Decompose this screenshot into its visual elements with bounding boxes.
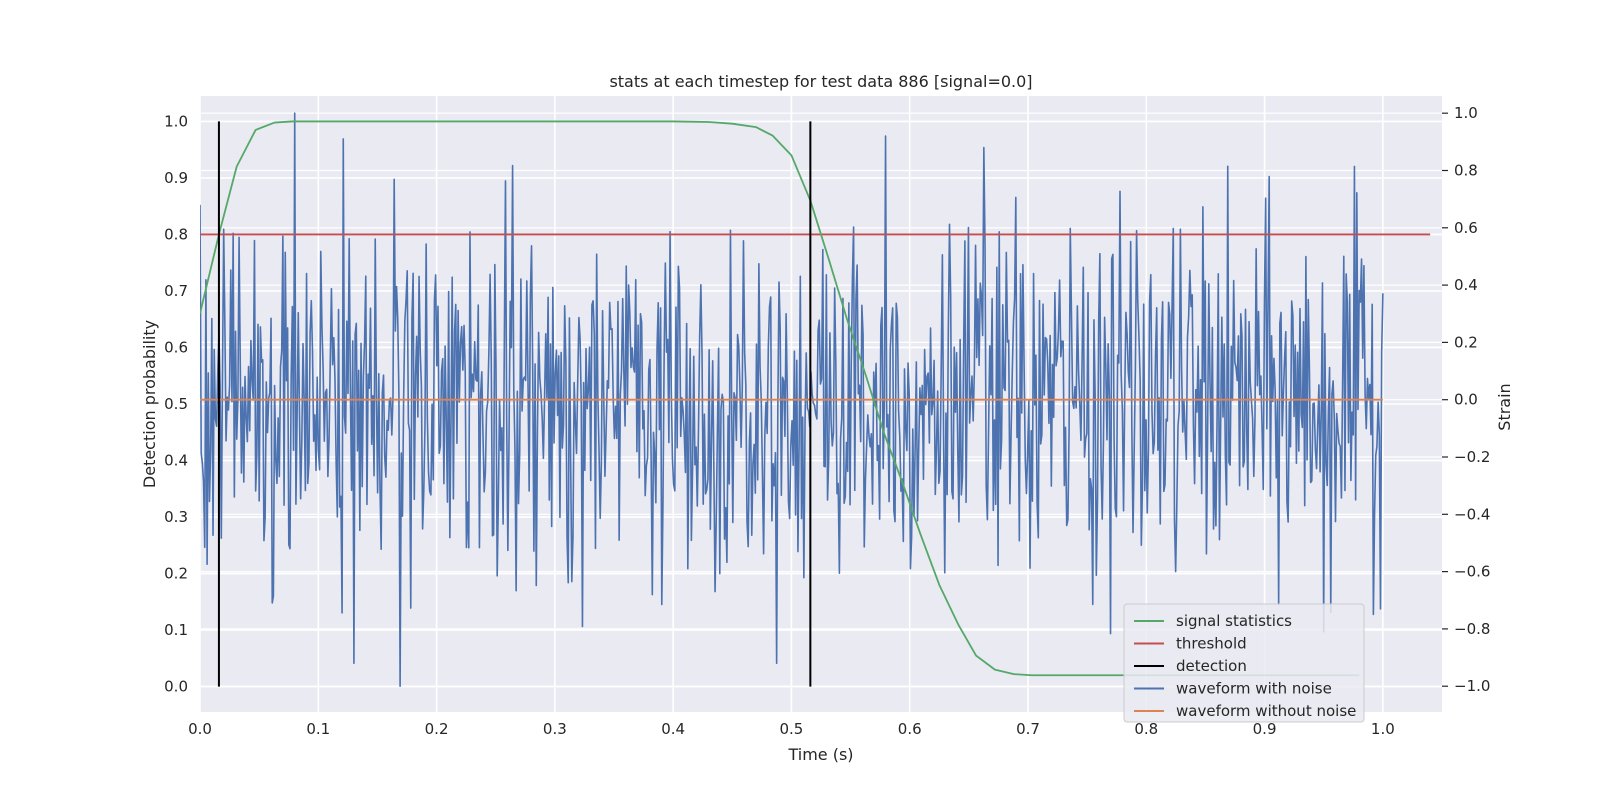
x-tick-label: 0.2 xyxy=(425,720,449,738)
x-tick-label: 0.4 xyxy=(661,720,685,738)
legend-label: detection xyxy=(1176,657,1247,675)
y-axis-label: Detection probability xyxy=(140,320,159,488)
y2-tick-label: 0.0 xyxy=(1454,391,1478,409)
x-tick-label: 0.8 xyxy=(1134,720,1158,738)
x-tick-label: 1.0 xyxy=(1371,720,1395,738)
x-tick-label: 0.9 xyxy=(1253,720,1277,738)
x-tick-label: 0.0 xyxy=(188,720,212,738)
y-tick-label: 0.1 xyxy=(164,621,188,639)
y2-tick-label: −0.6 xyxy=(1454,563,1490,581)
y2-tick-label: −0.4 xyxy=(1454,505,1490,523)
ticks-layer: 0.0 0.1 0.2 0.3 0.4 0.5 0.6 0.7 0.8 0.9 1.0 0.0 0.1 0… xyxy=(164,104,1490,738)
chart-title: stats at each timestep for test data 886… xyxy=(609,72,1032,91)
y-tick-label: 0.0 xyxy=(164,678,188,696)
legend: signal statistics threshold detection wavef… xyxy=(1123,603,1365,723)
x-tick-label: 0.1 xyxy=(306,720,330,738)
y2-tick-label: 0.8 xyxy=(1454,161,1478,179)
legend-label: waveform with noise xyxy=(1176,680,1332,698)
y-tick-label: 0.5 xyxy=(164,395,188,413)
series-signal-statistics xyxy=(200,120,1360,677)
y2-tick-label: 0.2 xyxy=(1454,333,1478,351)
y-tick-label: 0.6 xyxy=(164,338,188,356)
y2-tick-label: −0.8 xyxy=(1454,620,1490,638)
data-layer xyxy=(200,112,1431,688)
legend-box xyxy=(1123,603,1365,723)
y-tick-label: 1.0 xyxy=(164,112,188,130)
x-tick-label: 0.7 xyxy=(1016,720,1040,738)
y2-tick-label: 0.4 xyxy=(1454,276,1478,294)
legend-label: threshold xyxy=(1176,635,1247,653)
x-tick-label: 0.5 xyxy=(779,720,803,738)
y-tick-label: 0.8 xyxy=(164,225,188,243)
y2-tick-label: −1.0 xyxy=(1454,677,1490,695)
x-tick-label: 0.3 xyxy=(543,720,567,738)
y-tick-label: 0.9 xyxy=(164,169,188,187)
legend-label: signal statistics xyxy=(1176,612,1292,630)
y2-tick-label: 1.0 xyxy=(1454,104,1478,122)
x-tick-label: 0.6 xyxy=(898,720,922,738)
y-tick-label: 0.4 xyxy=(164,452,188,470)
y2-axis-label: Strain xyxy=(1495,383,1514,430)
y-tick-label: 0.7 xyxy=(164,282,188,300)
legend-label: waveform without noise xyxy=(1176,702,1356,720)
y2-tick-label: 0.6 xyxy=(1454,219,1478,237)
y2-tick-label: −0.2 xyxy=(1454,448,1490,466)
y-tick-label: 0.2 xyxy=(164,565,188,583)
y-tick-label: 0.3 xyxy=(164,508,188,526)
x-axis-label: Time (s) xyxy=(787,745,853,764)
series-waveform-with-noise xyxy=(200,112,1384,688)
